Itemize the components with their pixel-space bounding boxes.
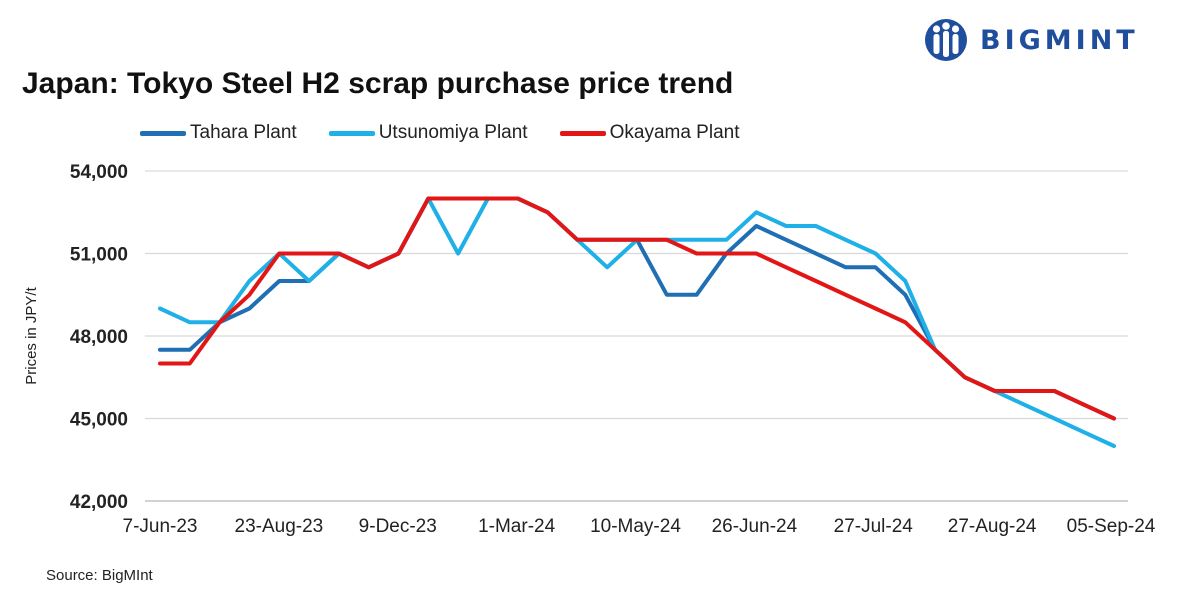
- y-tick-label: 45,000: [70, 410, 128, 431]
- x-tick-label: 27-Jul-24: [834, 516, 914, 537]
- chart-title: Japan: Tokyo Steel H2 scrap purchase pri…: [22, 67, 734, 100]
- legend-item: Okayama Plant: [559, 122, 740, 144]
- bigmint-logo-icon: [925, 19, 967, 61]
- x-tick-label: 26-Jun-24: [712, 516, 798, 537]
- legend-label: Okayama Plant: [609, 122, 740, 143]
- series-line-utsunomiya-plant: [158, 196, 1116, 448]
- x-tick-label: 9-Dec-23: [359, 516, 437, 537]
- x-tick-label: 7-Jun-23: [123, 516, 198, 537]
- legend-swatch: [559, 130, 606, 136]
- y-axis-label: Prices in JPY/t: [23, 286, 40, 384]
- series-line-tahara-plant: [158, 196, 1116, 421]
- bigmint-logo: BIGMINT: [924, 16, 1139, 64]
- source-note: Source: BigMInt: [46, 567, 153, 584]
- x-tick-label: 1-Mar-24: [478, 516, 556, 537]
- legend-swatch: [140, 130, 186, 136]
- y-tick-label: 54,000: [70, 162, 128, 183]
- legend-swatch: [328, 130, 375, 136]
- x-tick-label: 05-Sep-24: [1067, 516, 1156, 537]
- x-tick-label: 10-May-24: [590, 516, 681, 537]
- series-line-okayama-plant: [158, 196, 1116, 421]
- y-tick-label: 48,000: [70, 327, 128, 348]
- x-tick-label: 27-Aug-24: [948, 516, 1037, 537]
- legend-label: Utsunomiya Plant: [378, 122, 528, 143]
- chart-legend: Tahara Plant Utsunomiya Plant Okayama Plan…: [140, 122, 772, 144]
- legend-label: Tahara Plant: [190, 122, 297, 143]
- legend-item: Tahara Plant: [140, 122, 297, 144]
- y-tick-label: 51,000: [70, 245, 128, 266]
- y-tick-label: 42,000: [70, 492, 128, 513]
- legend-item: Utsunomiya Plant: [328, 122, 528, 144]
- bigmint-logo-text: BIGMINT: [980, 24, 1139, 56]
- x-tick-label: 23-Aug-23: [235, 516, 324, 537]
